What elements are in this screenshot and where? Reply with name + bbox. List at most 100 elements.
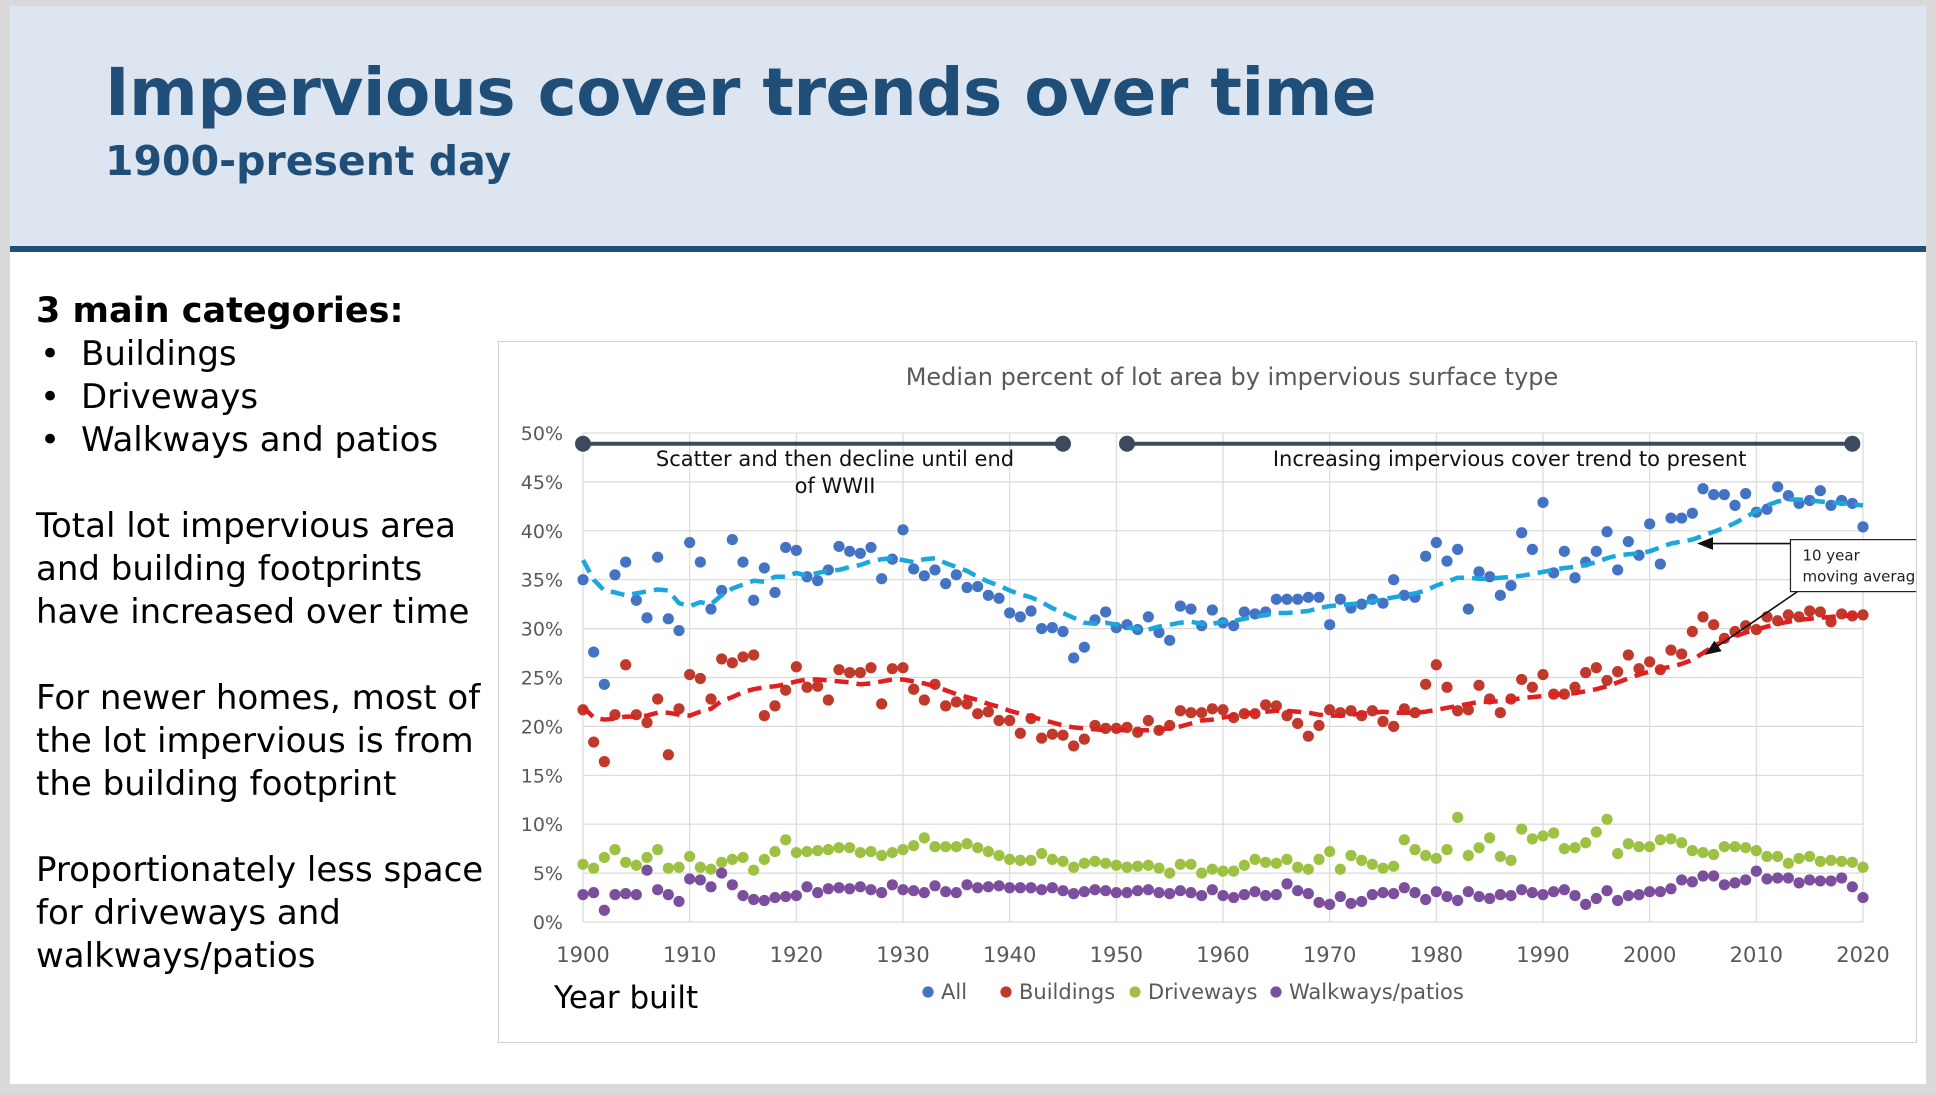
data-point-all	[1729, 499, 1741, 511]
data-point-buildings	[1516, 673, 1528, 686]
data-point-buildings	[1590, 662, 1602, 674]
data-point-walkways	[1196, 889, 1208, 902]
data-point-driveways	[1270, 857, 1282, 869]
chart-title: Median percent of lot area by impervious…	[906, 363, 1559, 391]
data-point-driveways	[726, 853, 738, 866]
data-point-walkways	[1452, 894, 1464, 907]
data-point-walkways	[1761, 873, 1773, 885]
data-point-all	[790, 544, 802, 556]
data-point-driveways	[1420, 849, 1432, 862]
data-point-driveways	[844, 842, 856, 854]
data-point-all	[1718, 489, 1730, 501]
data-point-buildings	[886, 663, 898, 675]
data-point-driveways	[1697, 846, 1709, 859]
data-point-walkways	[694, 874, 706, 886]
data-point-buildings	[940, 700, 952, 712]
data-point-walkways	[1420, 893, 1432, 906]
data-point-walkways	[1174, 885, 1186, 897]
data-point-driveways	[1014, 854, 1026, 866]
data-point-driveways	[886, 846, 898, 859]
data-point-walkways	[1046, 882, 1058, 894]
data-point-driveways	[1772, 850, 1784, 863]
data-point-driveways	[769, 845, 781, 858]
data-point-walkways	[812, 887, 824, 899]
data-point-driveways	[1857, 861, 1869, 873]
data-point-driveways	[833, 842, 845, 854]
categories-heading: 3 main categories:	[36, 291, 404, 331]
data-point-walkways	[1644, 886, 1656, 898]
data-point-walkways	[918, 887, 930, 899]
period2-bracket-start-marker	[1119, 435, 1135, 452]
data-point-driveways	[641, 851, 653, 864]
data-point-all	[1526, 543, 1538, 555]
data-point-buildings	[1036, 732, 1048, 744]
data-point-walkways	[940, 886, 952, 898]
data-point-walkways	[1772, 872, 1784, 884]
data-point-walkways	[641, 864, 653, 876]
data-point-all	[780, 541, 792, 554]
data-point-all	[1046, 622, 1058, 634]
paragraph-less-space: Proportionately less space for driveways…	[36, 850, 484, 976]
data-point-driveways	[1516, 823, 1528, 835]
data-point-buildings	[833, 664, 845, 676]
data-point-all	[1174, 600, 1186, 612]
x-tick-label: 2010	[1730, 943, 1783, 967]
y-tick-label: 10%	[521, 814, 563, 836]
data-point-buildings	[950, 696, 962, 708]
data-point-walkways	[1388, 888, 1400, 900]
data-point-walkways	[1142, 884, 1154, 896]
legend-marker-all	[922, 986, 934, 998]
data-point-all	[1740, 488, 1752, 500]
data-point-driveways	[865, 845, 877, 858]
data-point-buildings	[1462, 704, 1474, 716]
data-point-walkways	[588, 887, 600, 899]
data-point-buildings	[1057, 729, 1069, 741]
data-point-walkways	[1164, 888, 1176, 900]
data-point-buildings	[1196, 707, 1208, 719]
data-point-walkways	[1633, 889, 1645, 901]
data-point-buildings	[972, 708, 984, 720]
category-item-driveways: Driveways	[36, 376, 506, 419]
data-point-all	[588, 646, 600, 658]
data-point-walkways	[1132, 885, 1144, 897]
data-point-walkways	[897, 884, 909, 896]
data-point-walkways	[726, 879, 738, 891]
data-point-walkways	[1558, 884, 1570, 896]
data-point-all	[1270, 593, 1282, 605]
data-point-all	[929, 564, 941, 576]
data-point-walkways	[1036, 884, 1048, 896]
data-point-walkways	[1590, 892, 1602, 905]
data-point-buildings	[588, 736, 600, 748]
data-point-buildings	[1292, 717, 1304, 730]
data-point-walkways	[758, 894, 770, 907]
data-point-buildings	[1526, 681, 1538, 693]
paragraph-total-impervious: Total lot impervious area and building f…	[36, 506, 470, 632]
data-point-walkways	[1270, 889, 1282, 901]
data-point-driveways	[1729, 841, 1741, 853]
data-point-all	[1004, 607, 1016, 619]
data-point-buildings	[1857, 609, 1869, 621]
data-point-driveways	[1078, 857, 1090, 869]
data-point-buildings	[1313, 719, 1325, 732]
paragraph-newer-homes: For newer homes, most of the lot impervi…	[36, 678, 481, 804]
data-point-walkways	[577, 889, 589, 901]
data-point-driveways	[1558, 843, 1570, 855]
y-tick-label: 30%	[521, 619, 563, 641]
data-point-all	[1857, 521, 1869, 533]
data-point-buildings	[1014, 727, 1026, 739]
data-point-walkways	[1089, 884, 1101, 896]
x-tick-label: 1920	[770, 943, 823, 967]
data-point-all	[1462, 603, 1474, 615]
data-point-all	[758, 562, 770, 574]
data-point-driveways	[684, 850, 696, 863]
data-point-all	[1612, 564, 1624, 576]
data-point-walkways	[662, 889, 674, 901]
data-point-all	[1377, 597, 1389, 609]
data-point-all	[1569, 572, 1581, 584]
data-point-driveways	[620, 856, 632, 868]
data-point-buildings	[1537, 668, 1549, 681]
data-point-all	[1537, 496, 1549, 509]
page-subtitle: 1900-present day	[105, 137, 512, 185]
data-point-driveways	[652, 844, 664, 856]
data-point-walkways	[1494, 889, 1506, 901]
